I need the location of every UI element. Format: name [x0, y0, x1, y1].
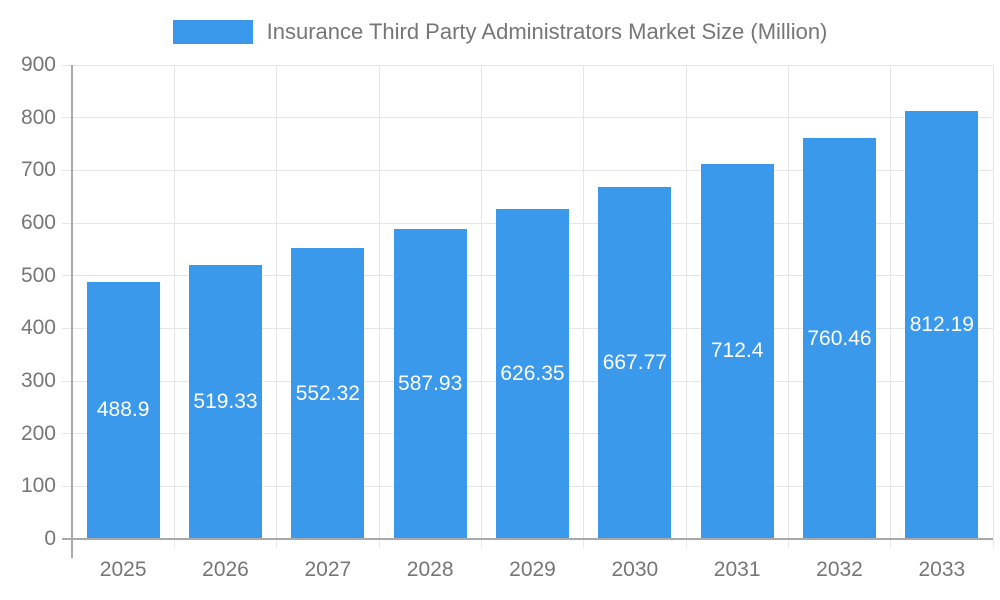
y-tick-label-100: 100 — [20, 474, 56, 498]
x-axis-line — [62, 538, 993, 540]
bar-2033 — [905, 111, 979, 539]
x-gridline-3 — [378, 65, 380, 548]
x-tick-label-2028: 2028 — [406, 558, 454, 581]
y-gridline-700 — [62, 169, 993, 171]
bar-value-label-2028: 587.93 — [398, 372, 463, 396]
bar-2028 — [393, 229, 467, 539]
bar-2027 — [291, 248, 365, 539]
bar-value-label-2029: 626.35 — [500, 362, 565, 386]
y-tick-label-900: 900 — [20, 53, 56, 76]
x-gridline-9 — [992, 65, 994, 548]
x-tick-label-2029: 2029 — [509, 558, 556, 581]
bar-2031 — [700, 163, 774, 539]
x-gridline-7 — [787, 65, 789, 548]
x-tick-label-2033: 2033 — [918, 558, 966, 581]
x-tick-label-2026: 2026 — [202, 558, 249, 581]
x-gridline-8 — [890, 65, 892, 548]
x-tick-label-2030: 2030 — [611, 558, 659, 581]
bar-2029 — [496, 209, 569, 539]
y-tick-label-200: 200 — [20, 421, 56, 445]
y-tick-label-400: 400 — [20, 316, 56, 340]
y-tick-label-300: 300 — [20, 369, 56, 392]
legend-swatch — [172, 20, 253, 44]
x-gridline-1 — [173, 65, 175, 548]
bar-value-label-2033: 812.19 — [909, 313, 974, 337]
x-tick-label-2027: 2027 — [304, 558, 352, 581]
x-tick-label-2031: 2031 — [713, 558, 761, 581]
bar-value-label-2030: 667.77 — [602, 351, 667, 375]
bar-value-label-2031: 712.4 — [710, 339, 764, 363]
y-tick-label-800: 800 — [20, 105, 56, 129]
y-gridline-800 — [62, 117, 993, 119]
bar-value-label-2025: 488.9 — [96, 398, 150, 422]
y-tick-label-500: 500 — [20, 263, 56, 287]
x-tick-label-2032: 2032 — [816, 558, 863, 581]
y-axis-line — [71, 65, 73, 558]
bar-value-label-2027: 552.32 — [295, 381, 360, 405]
bar-2030 — [598, 187, 672, 539]
legend-label: Insurance Third Party Administrators Mar… — [266, 19, 828, 44]
x-gridline-4 — [480, 65, 482, 548]
bar-value-label-2032: 760.46 — [807, 326, 872, 350]
bar-value-label-2026: 519.33 — [193, 390, 258, 414]
bar-2026 — [189, 265, 262, 539]
y-tick-label-0: 0 — [44, 527, 56, 550]
y-tick-label-600: 600 — [20, 211, 56, 234]
x-tick-label-2025: 2025 — [99, 558, 147, 581]
y-tick-label-700: 700 — [20, 158, 56, 182]
bar-2025 — [86, 281, 160, 539]
x-gridline-6 — [685, 65, 687, 548]
y-gridline-900 — [62, 64, 993, 66]
x-gridline-2 — [276, 65, 278, 548]
x-gridline-5 — [583, 65, 585, 548]
bar-2032 — [803, 138, 876, 539]
legend[interactable]: Insurance Third Party Administrators Mar… — [0, 19, 1000, 44]
